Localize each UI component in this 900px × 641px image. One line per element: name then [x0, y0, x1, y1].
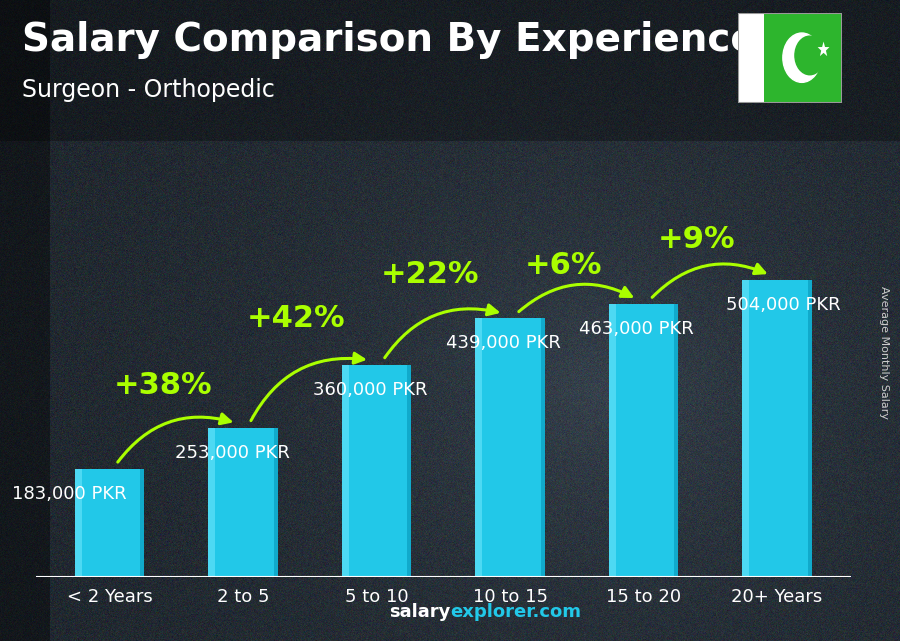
Text: salary: salary [389, 603, 450, 621]
Bar [807, 280, 812, 577]
Bar [674, 304, 679, 577]
Bar [342, 365, 348, 577]
Text: explorer.com: explorer.com [450, 603, 581, 621]
Bar [541, 318, 544, 577]
Bar [407, 365, 411, 577]
Text: Surgeon - Orthopedic: Surgeon - Orthopedic [22, 78, 275, 101]
Bar [742, 280, 750, 577]
Bar [342, 365, 411, 577]
Text: +38%: +38% [113, 370, 212, 399]
Bar [140, 469, 144, 577]
Text: Average Monthly Salary: Average Monthly Salary [879, 286, 889, 419]
Text: 504,000 PKR: 504,000 PKR [726, 296, 842, 314]
Bar [75, 469, 82, 577]
Text: Salary Comparison By Experience: Salary Comparison By Experience [22, 21, 757, 59]
Circle shape [783, 33, 821, 83]
Bar [475, 318, 544, 577]
Text: 360,000 PKR: 360,000 PKR [312, 381, 427, 399]
Text: 463,000 PKR: 463,000 PKR [580, 320, 694, 338]
Bar [475, 318, 482, 577]
Text: 439,000 PKR: 439,000 PKR [446, 334, 561, 352]
Bar [608, 304, 679, 577]
Text: +9%: +9% [658, 225, 736, 254]
Bar [742, 280, 812, 577]
Text: 183,000 PKR: 183,000 PKR [12, 485, 127, 503]
Text: +6%: +6% [525, 251, 602, 280]
Bar [608, 304, 616, 577]
Bar [75, 469, 144, 577]
Text: +22%: +22% [381, 260, 479, 289]
Bar [738, 13, 764, 103]
Circle shape [795, 36, 824, 75]
Bar [764, 13, 842, 103]
Text: +42%: +42% [248, 304, 346, 333]
Bar [208, 428, 215, 577]
Bar [274, 428, 278, 577]
Polygon shape [818, 42, 830, 56]
Bar [208, 428, 278, 577]
Text: 253,000 PKR: 253,000 PKR [175, 444, 290, 462]
